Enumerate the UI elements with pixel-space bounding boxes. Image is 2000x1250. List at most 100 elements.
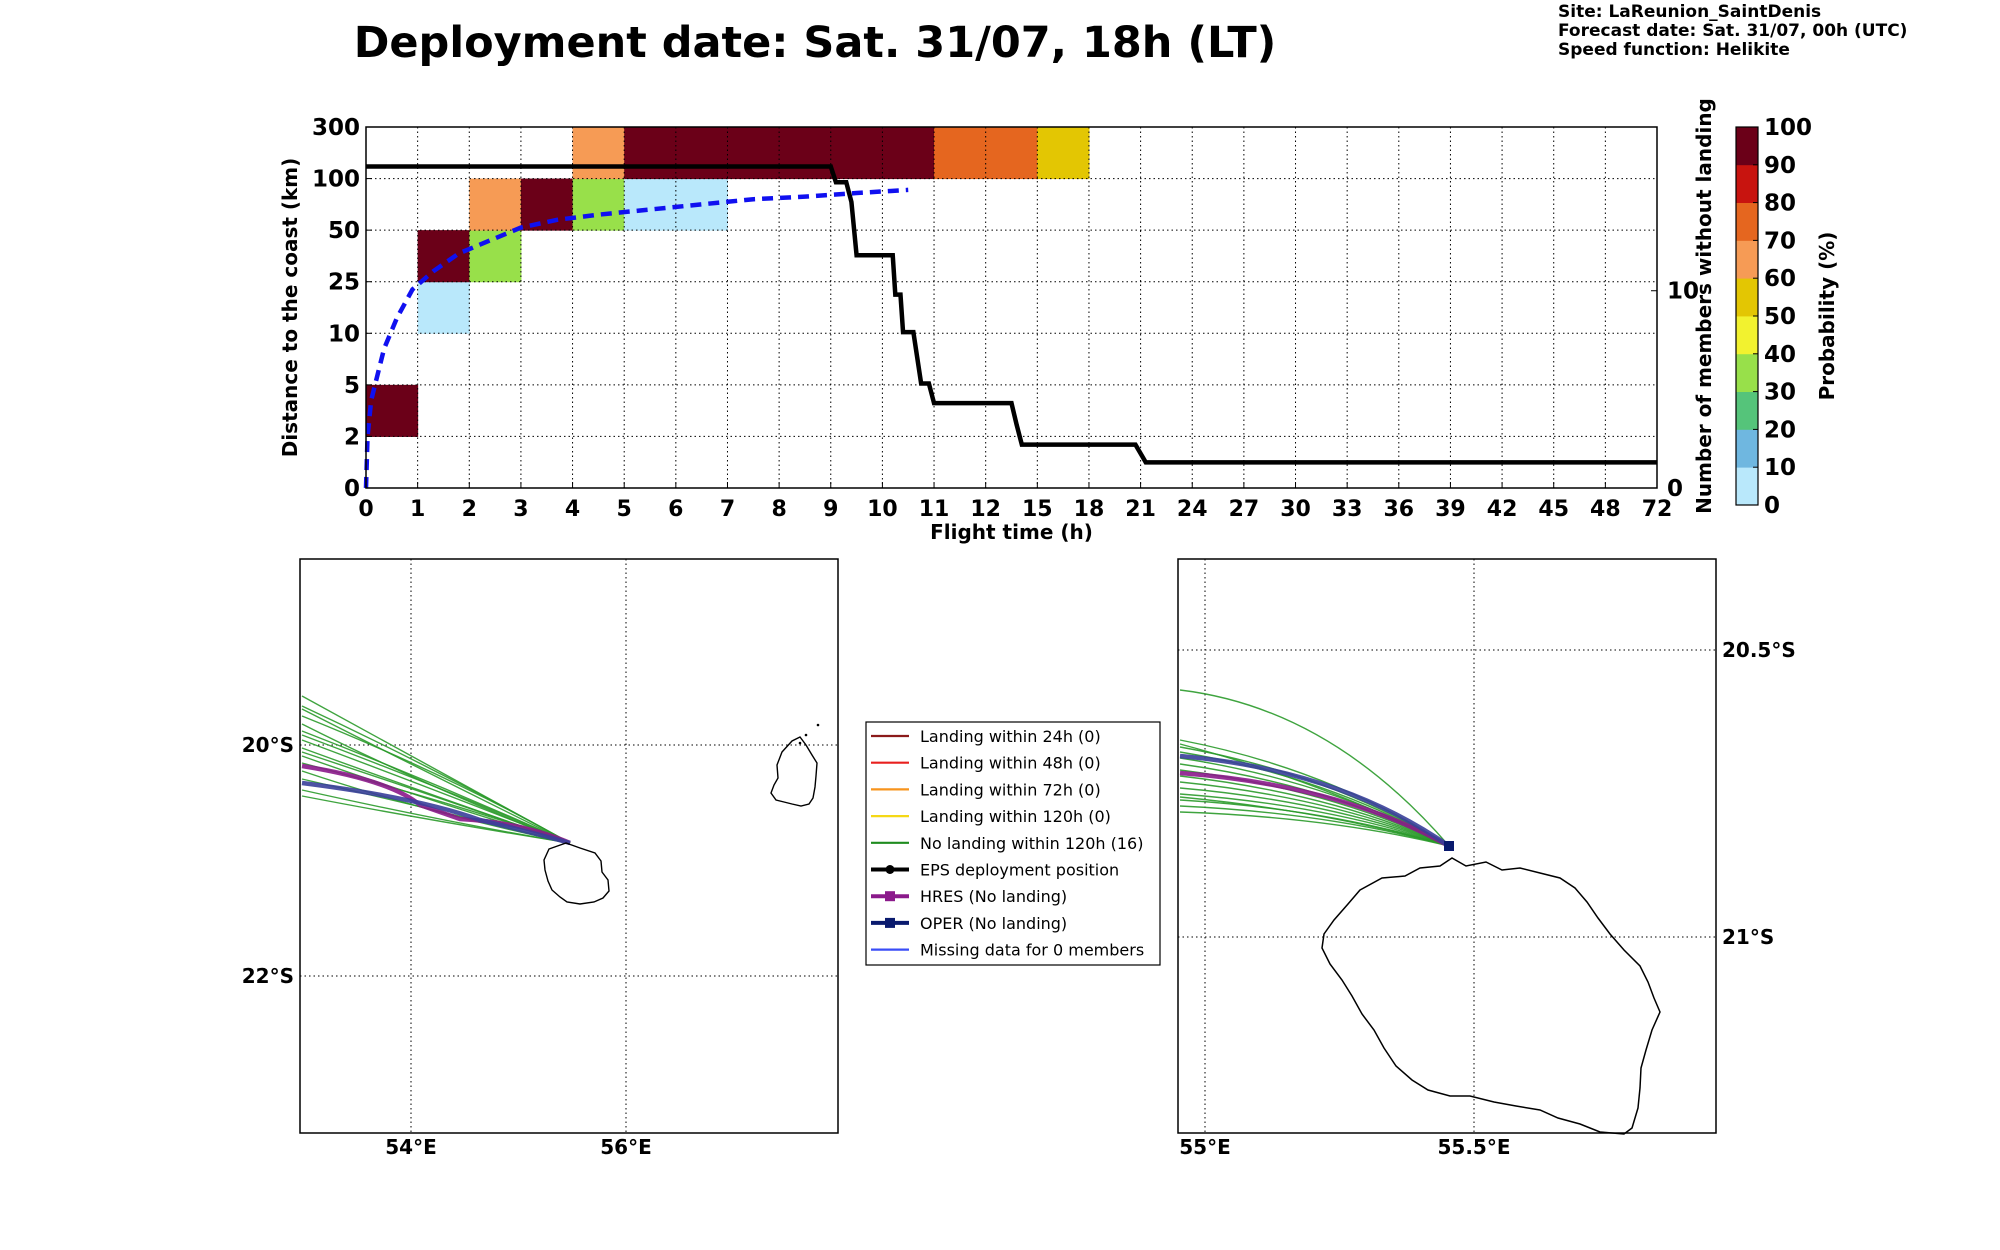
- mauritius-outline: [770, 736, 818, 807]
- x-axis-label: Flight time (h): [930, 520, 1093, 544]
- heatmap-cell: [830, 127, 883, 180]
- y-tick-label: 50: [328, 218, 360, 244]
- member-trajectory: [301, 795, 571, 844]
- x-tick-label: 21: [1125, 497, 1156, 522]
- forecast-label: Forecast date: Sat. 31/07, 00h (UTC): [1558, 21, 1908, 41]
- colorbar-tick-label: 90: [1764, 153, 1796, 179]
- legend-label: HRES (No landing): [920, 887, 1067, 906]
- x-tick-label: 24: [1177, 497, 1208, 522]
- colorbar-label: Probability (%): [1815, 232, 1839, 401]
- colorbar-segment: [1736, 429, 1758, 468]
- x-tick-label: 5: [617, 497, 632, 522]
- colorbar-tick-label: 50: [1764, 304, 1796, 330]
- member-trajectory: [301, 734, 571, 844]
- oper-trajectory: [1179, 753, 1451, 848]
- heatmap-cell: [572, 178, 625, 231]
- map2-lon-label: 55.5°E: [1437, 1135, 1510, 1159]
- x-tick-label: 1: [410, 497, 425, 522]
- plot-frame: [365, 126, 1658, 489]
- legend-label: No landing within 120h (16): [920, 834, 1143, 853]
- colorbar-segment: [1736, 240, 1758, 279]
- legend-label: OPER (No landing): [920, 914, 1067, 933]
- x-tick-label: 0: [358, 497, 373, 522]
- y-tick-label: 100: [312, 167, 360, 193]
- heatmap-cell: [624, 127, 677, 180]
- la-reunion-outline: [543, 842, 610, 905]
- islet: [804, 733, 808, 737]
- x-tick-label: 10: [867, 497, 898, 522]
- colorbar-segment: [1736, 127, 1758, 166]
- colorbar-segment: [1736, 164, 1758, 203]
- member-trajectory: [1179, 787, 1450, 847]
- la-reunion-outline-zoom: [1321, 857, 1661, 1135]
- x-tick-label: 7: [720, 497, 735, 522]
- y2-tick-label: 0: [1667, 476, 1683, 502]
- map2-lat-label: 21°S: [1722, 925, 1774, 949]
- heatmap-cell: [417, 281, 470, 334]
- member-trajectory: [1179, 793, 1450, 847]
- y-tick-label: 300: [312, 115, 360, 141]
- y-axis-label: Distance to the coast (km): [278, 158, 302, 458]
- x-tick-label: 30: [1280, 497, 1311, 522]
- x-tick-label: 2: [462, 497, 477, 522]
- islet: [798, 741, 802, 745]
- y2-axis-label: Number of members without landing: [1692, 98, 1716, 514]
- legend-marker-square: [885, 917, 895, 928]
- colorbar-segment: [1736, 316, 1758, 355]
- legend-label: Landing within 48h (0): [920, 754, 1101, 773]
- x-tick-label: 42: [1487, 497, 1518, 522]
- map2-lat-label: 20.5°S: [1722, 638, 1796, 662]
- x-tick-label: 4: [565, 497, 580, 522]
- heatmap-cell: [572, 127, 625, 180]
- hres-trajectory: [1179, 770, 1451, 848]
- colorbar-segment: [1736, 202, 1758, 241]
- islet: [816, 723, 820, 727]
- colorbar-tick-label: 10: [1764, 455, 1796, 481]
- heatmap-cell: [1037, 127, 1090, 180]
- heatmap-cell: [882, 127, 935, 180]
- map2-lon-label: 55°E: [1179, 1135, 1231, 1159]
- colorbar-tick-label: 30: [1764, 380, 1796, 406]
- heatmap-cell: [675, 127, 728, 180]
- colorbar-tick-label: 40: [1764, 342, 1796, 368]
- heatmap-cell: [934, 127, 987, 180]
- colorbar-tick-label: 20: [1764, 417, 1796, 443]
- x-tick-label: 18: [1074, 497, 1105, 522]
- legend-marker-square: [885, 891, 895, 902]
- heatmap-cell: [469, 230, 522, 283]
- map1-frame: [299, 558, 839, 1134]
- legend-label: Landing within 24h (0): [920, 727, 1101, 746]
- colorbar-tick-label: 80: [1764, 191, 1796, 217]
- site-label: Site: LaReunion_SaintDenis: [1558, 2, 1822, 22]
- x-tick-label: 72: [1642, 497, 1673, 522]
- heatmap-cell: [520, 178, 574, 231]
- legend-label: EPS deployment position: [920, 861, 1119, 880]
- member-trajectory: [1179, 775, 1450, 847]
- members-without-landing-line: [366, 164, 1657, 465]
- y-tick-label: 5: [344, 373, 360, 399]
- heatmap-cell: [469, 178, 522, 231]
- member-trajectory: [1179, 796, 1450, 847]
- speed-function-label: Speed function: Helikite: [1558, 40, 1790, 60]
- legend-box: [865, 721, 1161, 966]
- x-tick-label: 11: [919, 497, 950, 522]
- colorbar-segment: [1736, 391, 1758, 430]
- member-trajectory: [1179, 811, 1450, 847]
- colorbar-tick-label: 60: [1764, 266, 1796, 292]
- x-tick-label: 45: [1538, 497, 1569, 522]
- colorbar-tick-label: 0: [1764, 493, 1780, 519]
- x-tick-label: 39: [1435, 497, 1466, 522]
- map1-lat-label: 22°S: [242, 964, 294, 988]
- legend-label: Missing data for 0 members: [920, 941, 1144, 960]
- x-tick-label: 33: [1332, 497, 1363, 522]
- heatmap-cell: [675, 178, 728, 231]
- legend-marker-circle: [885, 865, 895, 874]
- member-trajectory: [1179, 781, 1450, 847]
- y-tick-label: 10: [328, 321, 360, 347]
- heatmap-cell: [417, 230, 470, 283]
- figure-title: Deployment date: Sat. 31/07, 18h (LT): [353, 18, 1277, 68]
- x-tick-label: 27: [1229, 497, 1260, 522]
- x-tick-label: 6: [668, 497, 683, 522]
- heatmap-cell: [985, 127, 1038, 180]
- y-tick-label: 0: [344, 476, 360, 502]
